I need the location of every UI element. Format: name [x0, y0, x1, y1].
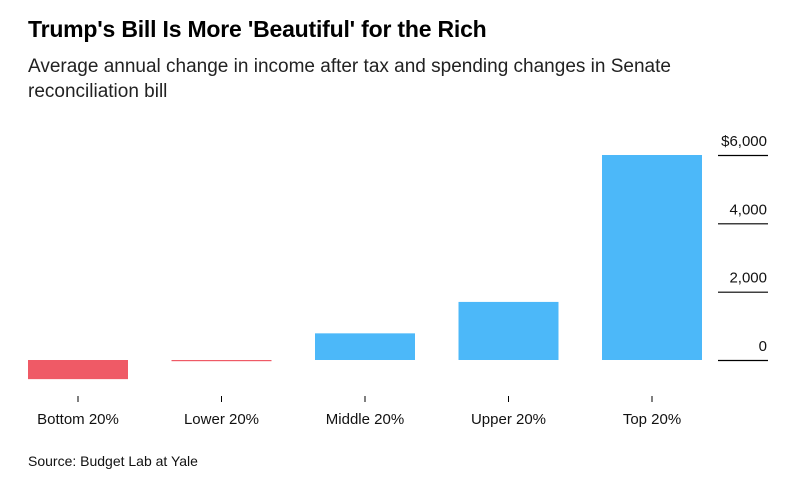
bar-top-20-	[602, 155, 702, 360]
y-tick-label: $6,000	[721, 133, 767, 150]
x-tick-label: Lower 20%	[184, 411, 259, 428]
y-tick-label: 0	[759, 338, 767, 355]
y-tick-label: 2,000	[729, 270, 767, 287]
chart-subtitle: Average annual change in income after ta…	[28, 56, 671, 102]
bar-middle-20-	[315, 333, 415, 360]
y-axis: 0 2,000 4,000 $6,000	[718, 133, 768, 362]
bar-upper-20-	[458, 301, 559, 360]
bars-group	[28, 155, 702, 380]
source-note: Source: Budget Lab at Yale	[28, 453, 198, 469]
bar-lower-20-	[171, 360, 272, 362]
y-tick-label: 4,000	[729, 201, 767, 218]
x-tick-label: Top 20%	[623, 411, 681, 428]
x-tick-label: Bottom 20%	[37, 411, 119, 428]
x-tick-label: Upper 20%	[471, 411, 546, 428]
x-axis: Bottom 20% Lower 20% Middle 20% Upper 20% To…	[37, 396, 681, 428]
x-tick-label: Middle 20%	[326, 411, 404, 428]
bar-bottom-20-	[28, 360, 128, 380]
chart-title: Trump's Bill Is More 'Beautiful' for the…	[28, 16, 487, 42]
